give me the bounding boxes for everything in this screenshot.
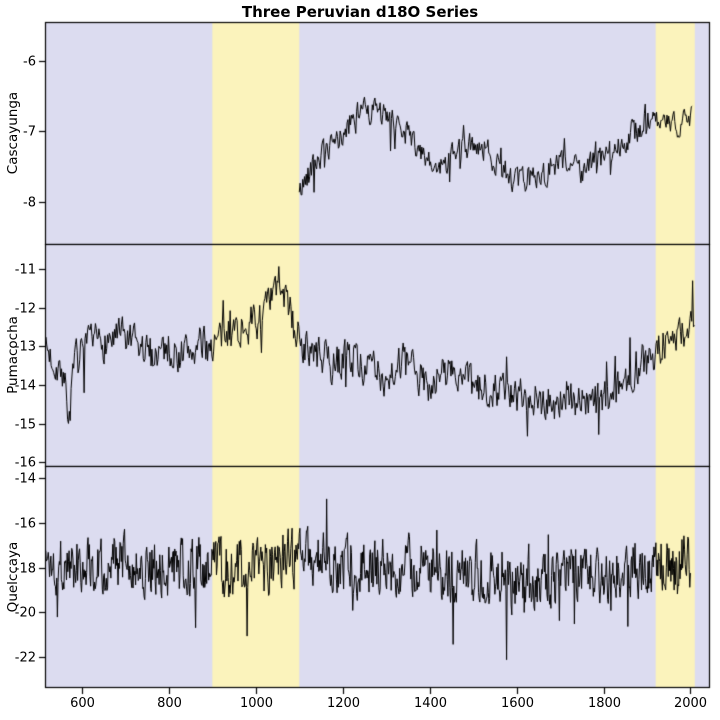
y-tick-label: -14 <box>14 471 36 486</box>
y-tick-label: -20 <box>14 605 36 620</box>
y-tick-label: -18 <box>14 561 36 576</box>
y-tick-label: -8 <box>23 195 36 210</box>
x-tick-label: 800 <box>157 696 182 711</box>
y-tick-label: -16 <box>14 455 36 470</box>
y-tick-label: -13 <box>14 339 36 354</box>
y-tick-label: -22 <box>14 650 36 665</box>
y-axis-label-quelccaya: Quelccaya <box>5 541 21 613</box>
x-tick-label: 1000 <box>239 696 274 711</box>
y-tick-label: -16 <box>14 516 36 531</box>
x-tick-label: 1800 <box>587 696 622 711</box>
y-axis-label-cascayunga: Cascayunga <box>5 91 21 175</box>
x-tick-label: 2000 <box>673 696 708 711</box>
chart-title: Three Peruvian d18O Series <box>241 3 479 21</box>
y-tick-label: -6 <box>23 54 36 69</box>
y-tick-label: -11 <box>14 262 36 277</box>
y-tick-label: -15 <box>14 417 36 432</box>
y-tick-label: -7 <box>23 124 36 139</box>
x-tick-label: 1600 <box>500 696 535 711</box>
y-tick-label: -12 <box>14 301 36 316</box>
x-tick-label: 1200 <box>326 696 361 711</box>
y-tick-label: -14 <box>14 378 36 393</box>
x-tick-label: 600 <box>70 696 95 711</box>
x-tick-label: 1400 <box>413 696 448 711</box>
